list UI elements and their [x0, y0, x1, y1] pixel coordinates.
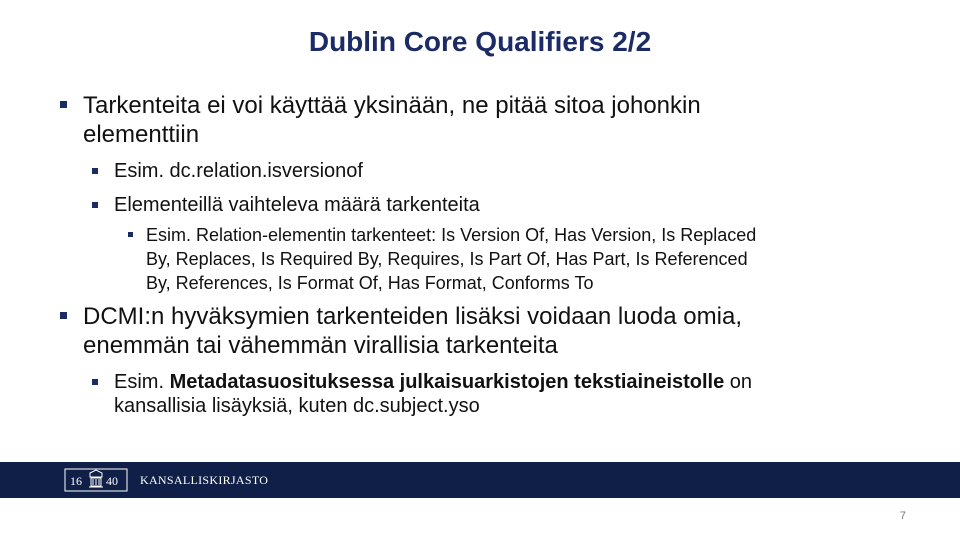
bullet-level2-item: Elementeillä vaihteleva määrä tarkenteit… [114, 194, 480, 216]
bullet-level2-item: Esim. dc.relation.isversionof [114, 160, 363, 182]
bullet-text-line: kansallisia lisäyksiä, kuten dc.subject.… [114, 395, 480, 417]
page-number: 7 [899, 510, 906, 522]
footer-band: 16 40 KANSALLISKIRJASTO [0, 462, 960, 498]
bullet-text-line: Esim. Relation-elementin tarkenteet: Is … [146, 225, 757, 245]
bullet-text-line: DCMI:n hyväksymien tarkenteiden lisäksi … [83, 303, 742, 330]
bullet-level1-item: Tarkenteita ei voi käyttää yksinään, ne … [83, 91, 943, 149]
square-bullet-icon [60, 101, 67, 108]
organization-name: KANSALLISKIRJASTO [140, 473, 269, 487]
bullet-text-line: By, Replaces, Is Required By, Requires, … [146, 249, 748, 269]
bullet-text-line: Esim. Metadatasuosituksessa julkaisuarki… [114, 370, 934, 394]
square-bullet-icon [92, 168, 98, 174]
slide-title: Dublin Core Qualifiers 2/2 [308, 26, 652, 57]
bullet-text-line: enemmän tai vähemmän virallisia tarkente… [83, 332, 558, 359]
logo-year-right: 40 [106, 474, 118, 488]
bullet-level3-item: Esim. Relation-elementin tarkenteet: Is … [146, 223, 946, 295]
bullet-text-line: By, References, Is Format Of, Has Format… [146, 273, 594, 293]
bullet-text-line: Tarkenteita ei voi käyttää yksinään, ne … [83, 92, 701, 119]
bullet-text-line: elementtiin [83, 121, 200, 148]
square-bullet-icon [60, 312, 67, 319]
square-bullet-icon [92, 379, 98, 385]
text-suffix: on [724, 371, 753, 393]
square-bullet-icon [92, 202, 98, 208]
bullet-level2-item: Esim. Metadatasuosituksessa julkaisuarki… [114, 370, 934, 418]
kansalliskirjasto-logo-icon: 16 40 [64, 468, 128, 492]
square-bullet-icon [128, 232, 133, 237]
text-prefix: Esim. [114, 371, 170, 393]
logo-year-left: 16 [70, 474, 82, 488]
bold-publication-title: Metadatasuosituksessa julkaisuarkistojen… [169, 371, 725, 393]
bullet-level1-item: DCMI:n hyväksymien tarkenteiden lisäksi … [83, 302, 943, 360]
